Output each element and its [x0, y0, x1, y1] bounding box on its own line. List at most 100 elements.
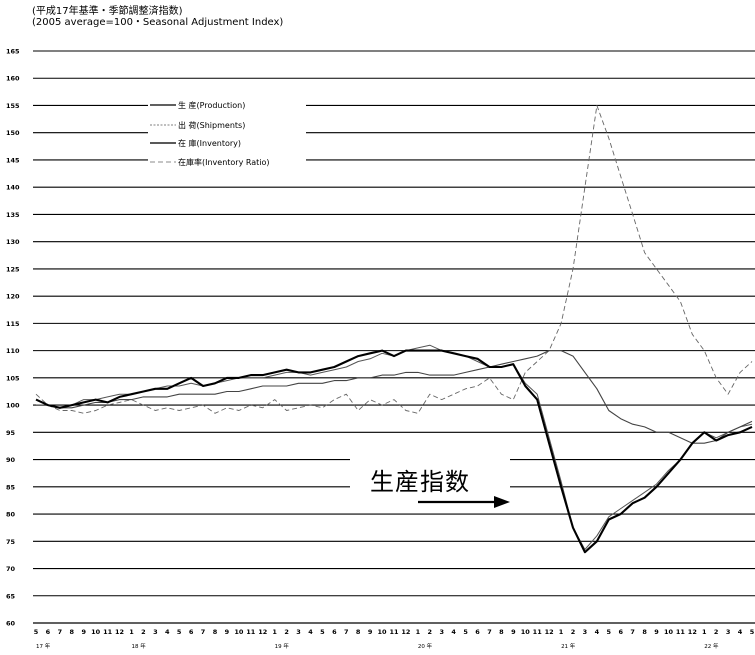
- year-label: 19 年: [275, 642, 290, 650]
- x-tick-label: 1: [702, 628, 707, 636]
- x-axis-ticks: 5 6 7 8 9 10 11 12 1 2 3 4 5 6 7 8 9 10 11 12 1 2 3 4 5 6 7 8 9 10 11 1…: [34, 628, 755, 650]
- x-tick-label: 11: [103, 628, 113, 636]
- y-tick-label: 65: [6, 592, 16, 600]
- x-tick-label: 1: [416, 628, 421, 636]
- x-tick-label: 4: [308, 628, 313, 636]
- x-tick-label: 7: [201, 628, 206, 636]
- x-tick-label: 10: [234, 628, 244, 636]
- x-tick-label: 1: [559, 628, 564, 636]
- x-tick-label: 8: [356, 628, 361, 636]
- year-label: 18 年: [131, 642, 146, 650]
- y-tick-label: 100: [6, 402, 20, 410]
- x-tick-label: 11: [676, 628, 686, 636]
- chart-title-japanese: (平成17年基準・季節調整済指数): [32, 6, 183, 17]
- x-tick-label: 11: [533, 628, 543, 636]
- x-tick-label: 6: [46, 628, 51, 636]
- year-label: 22 年: [704, 642, 719, 650]
- x-tick-label: 8: [499, 628, 504, 636]
- x-tick-label: 4: [595, 628, 600, 636]
- series-line-inventory-ratio: [35, 105, 753, 414]
- x-tick-label: 3: [726, 628, 731, 636]
- x-tick-label: 12: [545, 628, 554, 636]
- series-lines: [35, 105, 753, 554]
- x-tick-label: 1: [272, 628, 277, 636]
- grid-lines: [33, 50, 755, 624]
- x-tick-label: 4: [451, 628, 456, 636]
- series-line-production: [35, 349, 753, 554]
- x-tick-label: 7: [344, 628, 349, 636]
- x-tick-label: 8: [70, 628, 75, 636]
- x-tick-label: 7: [630, 628, 635, 636]
- x-tick-label: 3: [439, 628, 444, 636]
- legend-background: [148, 97, 306, 167]
- x-tick-label: 8: [213, 628, 218, 636]
- y-tick-label: 70: [6, 565, 16, 573]
- year-label: 17 年: [36, 642, 51, 650]
- y-tick-label: 60: [6, 620, 16, 628]
- x-tick-label: 6: [332, 628, 337, 636]
- x-tick-label: 1: [129, 628, 134, 636]
- series-line-shipments: [36, 344, 753, 550]
- x-tick-label: 12: [688, 628, 697, 636]
- x-tick-label: 7: [487, 628, 492, 636]
- x-tick-label: 6: [618, 628, 623, 636]
- y-tick-label: 125: [6, 265, 20, 273]
- y-axis-ticks: 60 65 70 75 80 85 90 95 100 105 110 115 120 125 130 135…: [6, 48, 20, 628]
- y-tick-label: 150: [6, 129, 20, 137]
- x-tick-label: 10: [664, 628, 674, 636]
- x-tick-label: 3: [296, 628, 301, 636]
- x-tick-label: 10: [91, 628, 101, 636]
- y-tick-label: 80: [6, 511, 16, 519]
- x-tick-label: 4: [738, 628, 743, 636]
- annotation-arrow-head: [494, 496, 510, 508]
- y-tick-label: 165: [6, 48, 20, 56]
- x-tick-label: 7: [58, 628, 63, 636]
- y-tick-label: 120: [6, 293, 20, 301]
- chart-title-english: (2005 average=100・Seasonal Adjustment In…: [32, 17, 284, 28]
- legend: 生 産(Production) 出 荷(Shipments) 在 庫(Inven…: [148, 97, 306, 167]
- x-tick-label: 9: [511, 628, 516, 636]
- y-tick-label: 155: [6, 102, 20, 110]
- x-tick-label: 2: [284, 628, 289, 636]
- y-tick-label: 85: [6, 483, 16, 491]
- x-tick-label: 2: [714, 628, 719, 636]
- x-tick-label: 9: [654, 628, 659, 636]
- y-tick-label: 75: [6, 538, 16, 546]
- x-tick-label: 3: [583, 628, 588, 636]
- y-tick-label: 95: [6, 429, 16, 437]
- y-tick-label: 145: [6, 156, 20, 164]
- x-tick-label: 4: [165, 628, 170, 636]
- x-tick-label: 11: [389, 628, 399, 636]
- legend-label-inventory: 在 庫(Inventory): [178, 138, 241, 148]
- x-tick-label: 12: [115, 628, 124, 636]
- x-tick-label: 5: [177, 628, 182, 636]
- x-tick-label: 9: [225, 628, 230, 636]
- legend-label-inventory-ratio: 在庫率(Inventory Ratio): [178, 157, 270, 167]
- x-tick-label: 10: [378, 628, 388, 636]
- y-tick-label: 90: [6, 456, 16, 464]
- y-tick-label: 130: [6, 238, 20, 246]
- x-tick-label: 12: [401, 628, 410, 636]
- x-tick-label: 2: [141, 628, 146, 636]
- x-tick-label: 2: [571, 628, 576, 636]
- x-tick-label: 5: [607, 628, 612, 636]
- annotation-label: 生産指数: [370, 468, 470, 496]
- x-tick-label: 10: [521, 628, 531, 636]
- y-tick-label: 110: [6, 347, 20, 355]
- x-tick-label: 5: [34, 628, 39, 636]
- y-tick-label: 140: [6, 184, 20, 192]
- y-tick-label: 105: [6, 374, 20, 382]
- y-tick-label: 115: [6, 320, 20, 328]
- x-tick-label: 5: [320, 628, 325, 636]
- x-tick-label: 6: [189, 628, 194, 636]
- y-tick-label: 160: [6, 75, 20, 83]
- legend-label-production: 生 産(Production): [178, 100, 245, 110]
- x-tick-label: 12: [258, 628, 267, 636]
- x-tick-label: 9: [81, 628, 86, 636]
- x-tick-label: 8: [642, 628, 647, 636]
- year-label: 20 年: [418, 642, 433, 650]
- year-label: 21 年: [561, 642, 576, 650]
- annotation-background: [350, 455, 510, 500]
- x-tick-label: 5: [463, 628, 468, 636]
